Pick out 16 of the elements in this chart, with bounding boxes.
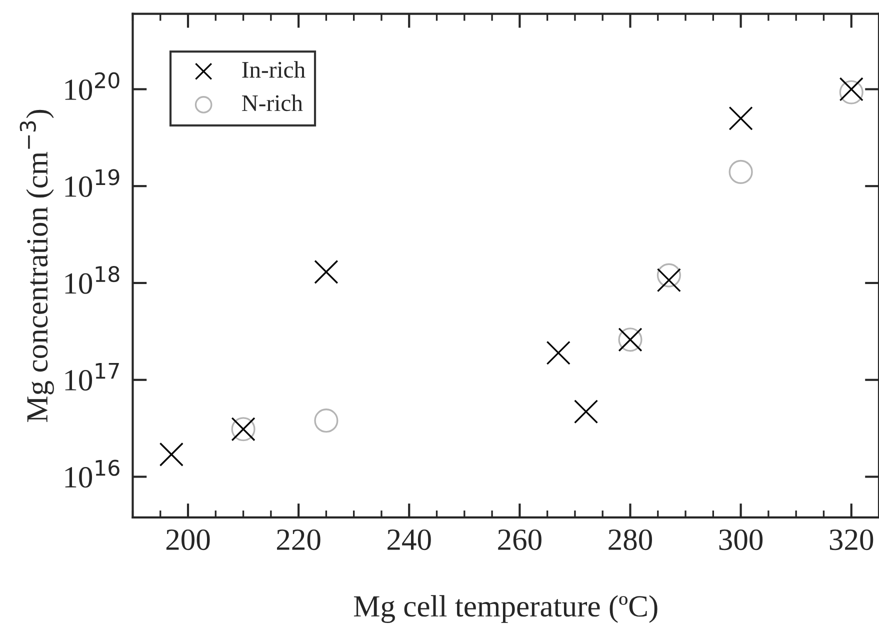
x-axis-title: Mg cell temperature (ºC) [354, 595, 658, 623]
x-tick-label: 220 [276, 529, 320, 550]
y-tick-label: 10$^{18}$ [65, 266, 120, 294]
legend-label: N-rich [242, 94, 303, 112]
y-tick-label: 10$^{20}$ [65, 72, 120, 100]
y-tick-label: 10$^{19}$ [65, 169, 120, 197]
legend-label: In-rich [242, 61, 306, 78]
x-tick-label: 320 [830, 529, 874, 550]
y-tick-label: 10$^{17}$ [65, 363, 119, 391]
x-tick-label: 260 [498, 529, 542, 550]
x-tick-label: 240 [388, 529, 431, 550]
x-tick-label: 280 [608, 529, 652, 550]
y-axis-title: Mg concentration (cm$^{−3}$) [20, 110, 54, 422]
x-tick-label: 200 [166, 529, 210, 550]
y-tick-label: 10$^{16}$ [65, 460, 120, 488]
x-tick-label: 300 [719, 529, 763, 550]
